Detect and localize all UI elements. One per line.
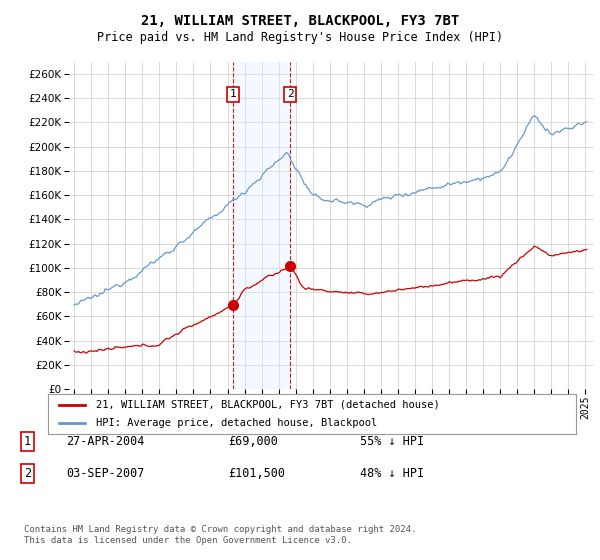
Text: 2: 2 <box>24 466 31 480</box>
Text: 21, WILLIAM STREET, BLACKPOOL, FY3 7BT (detached house): 21, WILLIAM STREET, BLACKPOOL, FY3 7BT (… <box>95 400 439 410</box>
Text: 27-APR-2004: 27-APR-2004 <box>66 435 145 448</box>
Text: Contains HM Land Registry data © Crown copyright and database right 2024.
This d: Contains HM Land Registry data © Crown c… <box>24 525 416 545</box>
Text: 21, WILLIAM STREET, BLACKPOOL, FY3 7BT: 21, WILLIAM STREET, BLACKPOOL, FY3 7BT <box>141 14 459 28</box>
Text: 03-SEP-2007: 03-SEP-2007 <box>66 466 145 480</box>
Text: £101,500: £101,500 <box>228 466 285 480</box>
Text: 55% ↓ HPI: 55% ↓ HPI <box>360 435 424 448</box>
Text: £69,000: £69,000 <box>228 435 278 448</box>
Text: HPI: Average price, detached house, Blackpool: HPI: Average price, detached house, Blac… <box>95 418 377 428</box>
Bar <box>233 62 290 389</box>
Text: 48% ↓ HPI: 48% ↓ HPI <box>360 466 424 480</box>
Text: 1: 1 <box>24 435 31 448</box>
Text: 1: 1 <box>230 90 236 99</box>
Text: Price paid vs. HM Land Registry's House Price Index (HPI): Price paid vs. HM Land Registry's House … <box>97 31 503 44</box>
Text: 2: 2 <box>287 90 293 99</box>
